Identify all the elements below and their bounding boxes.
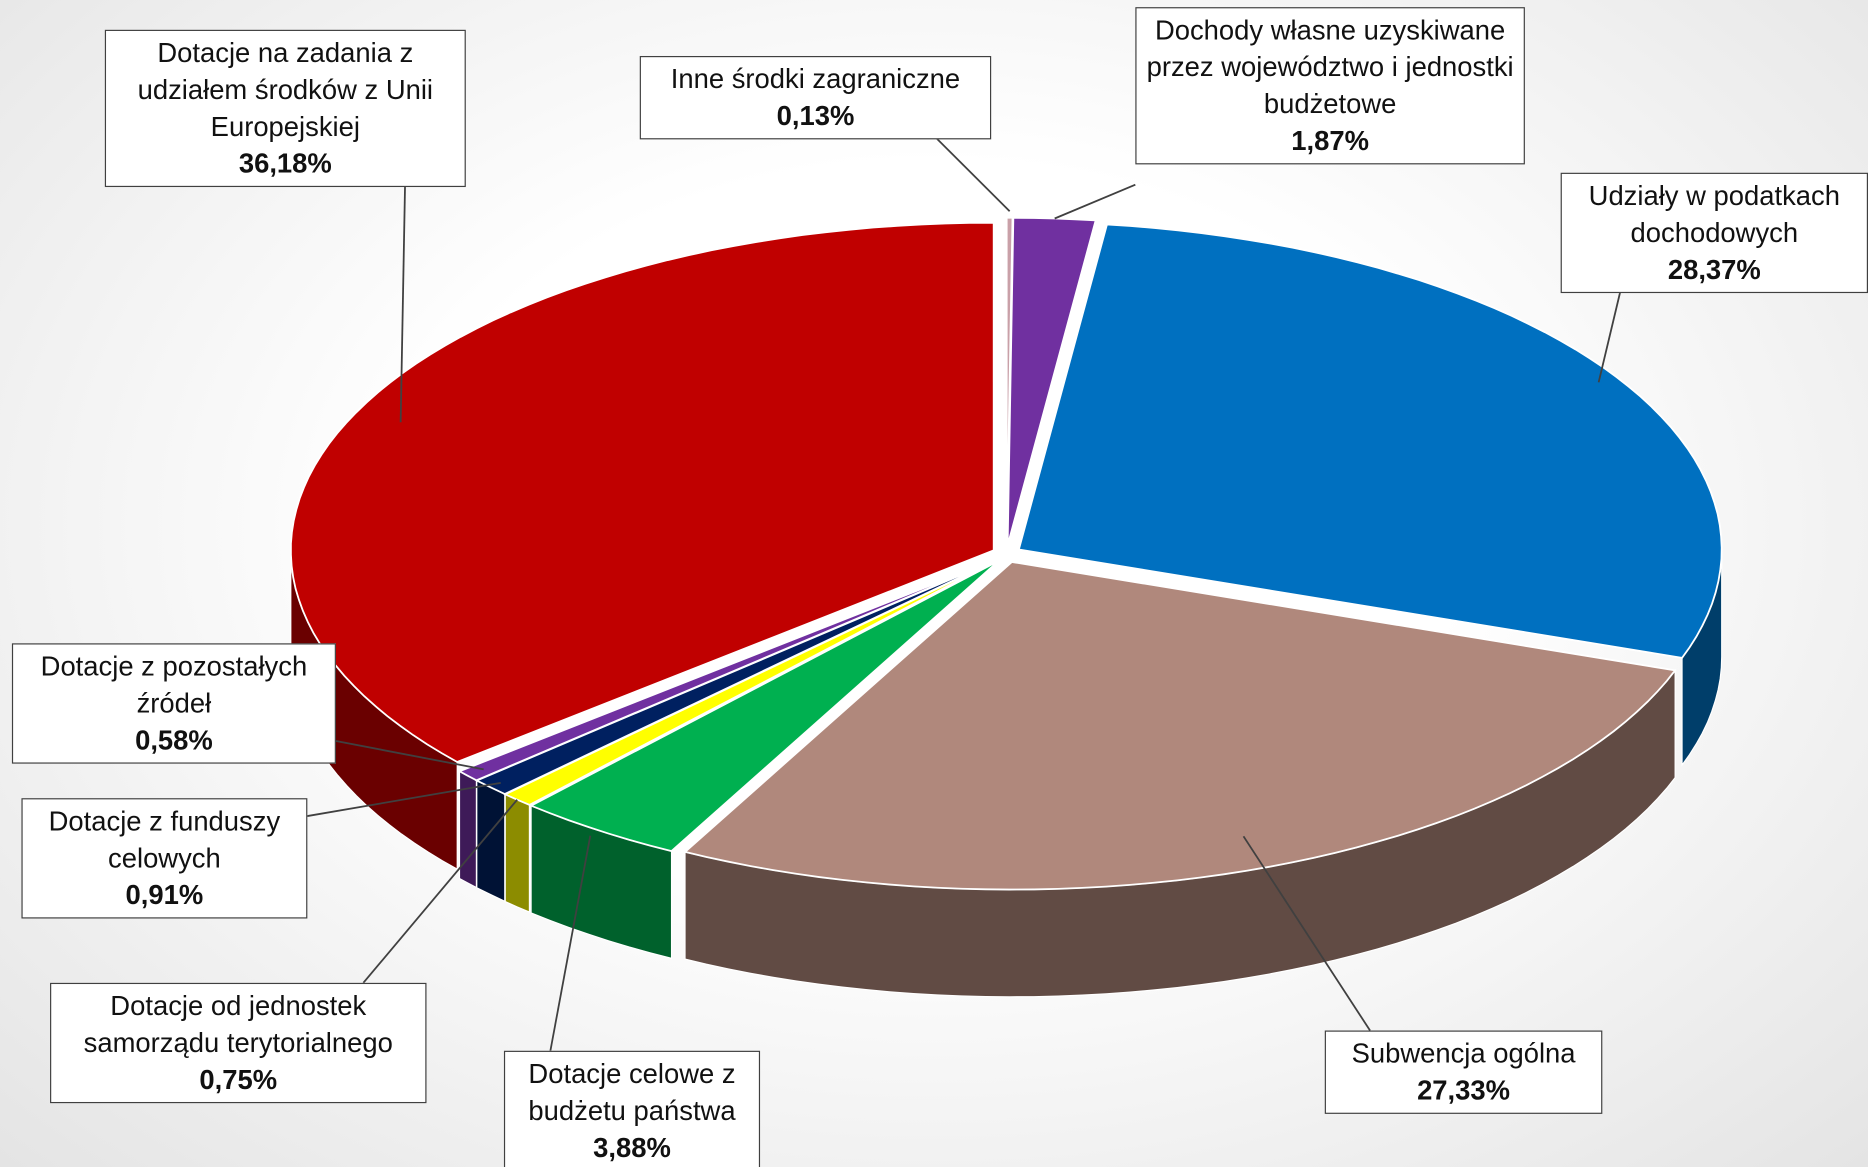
callout: Dotacje od jednostek samorządu terytoria… bbox=[50, 982, 427, 1104]
slice-side bbox=[504, 793, 531, 913]
callout: Dotacje na zadania z udziałem środków z … bbox=[104, 29, 466, 188]
leader-line bbox=[1054, 183, 1136, 220]
leader-line bbox=[307, 781, 501, 817]
value-label: 3,88% bbox=[593, 1131, 671, 1163]
slice-label: Dotacje celowe z budżetu państwa bbox=[528, 1057, 736, 1126]
value-label: 0,58% bbox=[135, 724, 213, 756]
callout: Inne środki zagraniczne 0,13% bbox=[639, 55, 992, 140]
leader-line bbox=[934, 136, 1011, 212]
slice-label: Dotacje na zadania z udziałem środków z … bbox=[137, 36, 434, 142]
slice bbox=[457, 558, 997, 782]
value-label: 0,91% bbox=[125, 879, 204, 911]
slice-label: Dochody własne uzyskiwane przez wojewódz… bbox=[1146, 14, 1514, 120]
slice-side bbox=[476, 779, 506, 903]
value-label: 36,18% bbox=[238, 147, 332, 179]
callout: Dotacje z funduszy celowych 0,91% bbox=[21, 798, 308, 919]
slice-label: Dotacje z pozostałych źródeł bbox=[40, 650, 308, 719]
slice-label: Inne środki zagraniczne bbox=[670, 63, 961, 95]
callout: Subwencja ogólna 27,33% bbox=[1324, 1030, 1603, 1114]
callout: Udziały w podatkach dochodowych 28,37% bbox=[1560, 172, 1868, 294]
value-label: 27,33% bbox=[1417, 1074, 1511, 1106]
value-label: 0,13% bbox=[776, 100, 855, 132]
slice-label: Udziały w podatkach dochodowych bbox=[1588, 179, 1840, 248]
slice bbox=[528, 560, 1000, 853]
slice-label: Subwencja ogólna bbox=[1351, 1037, 1576, 1069]
leader-line bbox=[1597, 291, 1622, 383]
leader-line bbox=[335, 740, 484, 771]
slice bbox=[683, 561, 1677, 891]
slice-label: Dotacje z funduszy celowych bbox=[48, 805, 281, 874]
value-label: 28,37% bbox=[1667, 253, 1761, 285]
leader-line bbox=[399, 184, 406, 423]
callout: Dochody własne uzyskiwane przez wojewódz… bbox=[1135, 7, 1525, 165]
slice-label: Dotacje od jednostek samorządu terytoria… bbox=[83, 989, 393, 1058]
callout: Dotacje celowe z budżetu państwa 3,88% bbox=[503, 1050, 761, 1167]
callout: Dotacje z pozostałych źródeł 0,58% bbox=[11, 643, 336, 764]
value-label: 0,75% bbox=[199, 1063, 278, 1095]
slice bbox=[1017, 223, 1723, 659]
leader-line bbox=[1242, 835, 1371, 1031]
leader-line bbox=[362, 799, 518, 984]
value-label: 1,87% bbox=[1291, 125, 1369, 157]
leader-line bbox=[549, 835, 592, 1051]
